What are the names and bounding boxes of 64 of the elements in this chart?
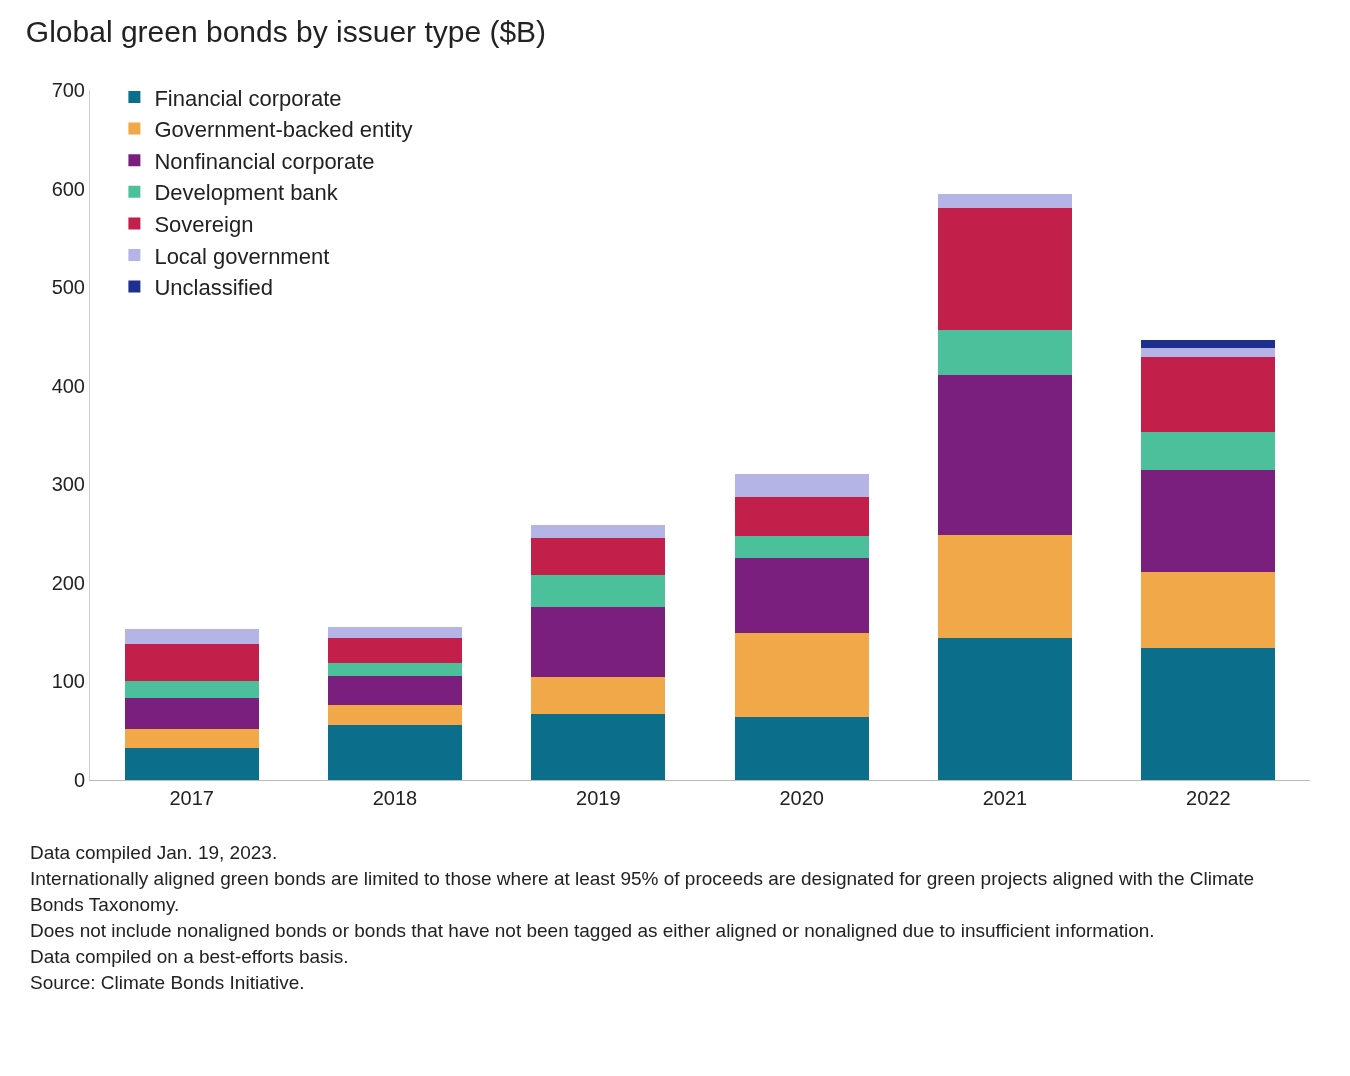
bar — [1141, 432, 1276, 471]
bar — [1141, 647, 1276, 780]
x-tick-label: 2017 — [169, 787, 214, 809]
bar — [531, 524, 666, 538]
bar — [124, 698, 259, 729]
x-tick-label: 2019 — [576, 787, 621, 809]
bar — [124, 643, 259, 682]
bar — [937, 193, 1073, 209]
legend-label: Government-backed entity — [154, 117, 413, 143]
bar — [734, 474, 869, 498]
bar — [1141, 348, 1276, 358]
bar — [734, 535, 869, 559]
legend-label: Financial corporate — [154, 85, 342, 111]
y-tick-label: 200 — [51, 571, 85, 594]
bar — [937, 534, 1073, 639]
bar — [734, 716, 869, 780]
x-tick-label: 2020 — [779, 787, 824, 809]
legend-label: Sovereign — [154, 211, 254, 237]
legend-label: Nonfinancial corporate — [154, 148, 375, 174]
legend-label: Local government — [154, 243, 330, 269]
bar — [1141, 572, 1276, 648]
bar — [327, 662, 463, 676]
bar — [124, 629, 259, 644]
bar — [327, 724, 463, 780]
y-tick-label: 100 — [51, 670, 85, 693]
bar — [327, 705, 463, 725]
bar — [1141, 357, 1276, 433]
y-tick-label: 300 — [51, 473, 85, 496]
bar — [124, 728, 259, 749]
bar — [327, 627, 463, 639]
bar — [531, 606, 666, 678]
legend-label: Unclassified — [154, 275, 274, 301]
text: Data compiled on a best-efforts basis. — [30, 945, 350, 969]
text: Data compiled Jan. 19, 2023. — [30, 841, 279, 865]
y-tick-label: 0 — [73, 769, 85, 791]
y-tick-label: 700 — [51, 79, 85, 101]
bar — [937, 208, 1073, 330]
bar — [531, 574, 666, 607]
text: Internationally aligned green bonds are limited to those where at least 95% of proceeds are designated for green projects aligned with the Climate Bonds Taxonomy. — [30, 867, 1256, 917]
bar — [124, 681, 259, 699]
bar — [734, 558, 869, 634]
text: Does not include nonaligned bonds or bonds that have not been tagged as either aligned or nonaligned due to insufficient information. — [30, 919, 1156, 943]
bar — [734, 633, 869, 717]
source-note: Source: Climate Bonds Initiative. — [30, 971, 306, 995]
bar — [531, 677, 666, 714]
bar — [734, 497, 869, 536]
x-tick-label: 2022 — [1186, 787, 1231, 809]
y-tick-label: 500 — [51, 276, 85, 299]
y-tick-label: 600 — [51, 177, 85, 200]
chart-title: Global green bonds by issuer type ($B) — [25, 15, 547, 48]
y-tick-label: 400 — [51, 374, 85, 397]
x-tick-label: 2018 — [372, 787, 418, 809]
bar — [531, 537, 666, 575]
bar — [1141, 340, 1276, 349]
bar — [124, 748, 259, 780]
bar — [531, 713, 666, 780]
bar — [937, 329, 1073, 375]
legend-label: Development bank — [154, 180, 339, 206]
bar — [937, 638, 1073, 780]
bar — [1141, 470, 1276, 573]
x-tick-label: 2021 — [982, 787, 1028, 809]
bar — [327, 638, 463, 663]
bar — [327, 675, 463, 706]
bar — [937, 374, 1073, 535]
